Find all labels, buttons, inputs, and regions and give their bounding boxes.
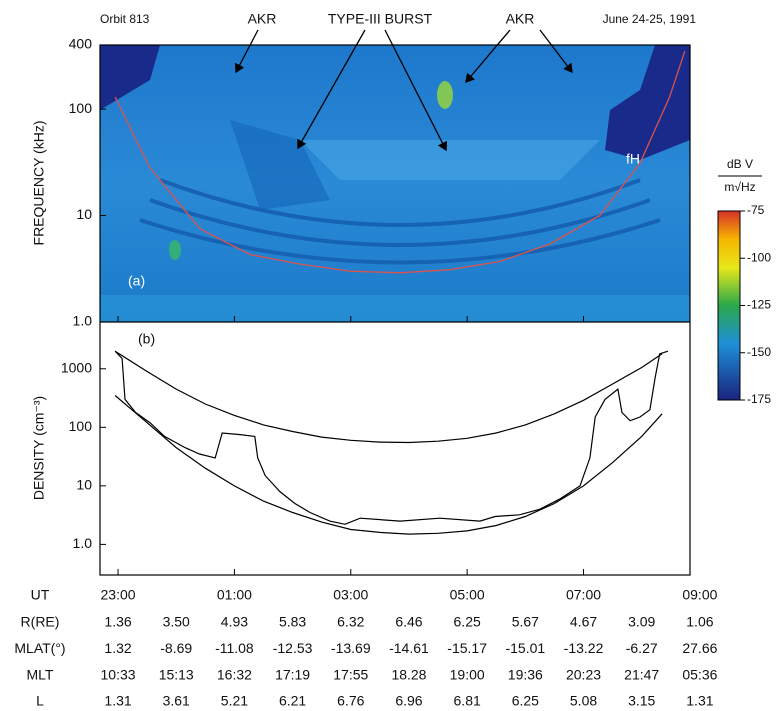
y-tick-label: 1.0 [73,535,93,551]
table-cell: 4.67 [570,614,597,630]
table-cell: -11.08 [215,640,254,656]
x-tick-label: 03:00 [333,587,368,603]
table-cell: 5.21 [221,693,248,709]
table-cell: 17:19 [275,666,310,682]
y-tick-label: 100 [69,418,93,434]
table-cell: 1.31 [104,693,131,709]
y-axis-label: FREQUENCY (kHz) [31,121,47,246]
table-cell: 3.50 [163,614,190,630]
table-cell: 6.32 [337,614,364,630]
table-cell: 4.93 [221,614,248,630]
table-cell: -8.69 [160,640,192,656]
table-cell: -13.69 [331,640,371,656]
table-cell: -14.61 [389,640,429,656]
row-label: UT [31,587,50,603]
y-tick-label: 10 [76,206,92,222]
panel-label: (b) [138,331,155,347]
annotation: AKR [506,11,535,27]
colorbar-label: dB V [727,157,753,171]
fh-line [114,50,686,274]
annotation: AKR [248,11,277,27]
annotation: TYPE-III BURST [328,11,433,27]
table-cell: -15.01 [505,640,545,656]
colorbar-tick-label: -150 [747,345,771,359]
y-tick-label: 100 [69,100,93,116]
plot-frame [99,44,691,576]
table-cell: 5.08 [570,693,597,709]
table-cell: -6.27 [626,640,658,656]
table-cell: 27.66 [682,640,717,656]
table-cell: 05:36 [682,666,717,682]
table-cell: 10:33 [101,666,136,682]
table-cell: 1.36 [104,614,131,630]
x-tick-label: 01:00 [217,587,252,603]
table-cell: 17:55 [333,666,368,682]
table-cell: -12.53 [273,640,313,656]
colorbar [717,210,741,401]
row-label: R(RE) [21,614,60,630]
table-cell: 21:47 [624,666,659,682]
table-cell: 16:32 [217,666,252,682]
density-line [114,350,669,525]
table-cell: 6.76 [337,693,364,709]
table-cell: 6.25 [512,693,539,709]
x-tick-label: 05:00 [450,587,485,603]
date-label: June 24-25, 1991 [603,12,697,26]
table-cell: 6.46 [395,614,422,630]
table-cell: 6.25 [454,614,481,630]
table-cell: 3.09 [628,614,655,630]
y-axis-label: DENSITY (cm⁻³) [31,396,47,500]
table-cell: 5.67 [512,614,539,630]
table-cell: -15.17 [447,640,487,656]
row-label: MLT [27,666,54,682]
spectrogram-image [100,45,690,322]
table-cell: 20:23 [566,666,601,682]
table-cell: 3.15 [628,693,655,709]
colorbar-label: m√Hz [724,180,755,194]
table-cell: 6.21 [279,693,306,709]
y-tick-label: 1000 [61,359,92,375]
x-tick-label: 07:00 [566,587,601,603]
orbit-label: Orbit 813 [100,12,150,26]
table-cell: 6.81 [454,693,481,709]
colorbar-tick-label: -175 [747,392,771,406]
density-line [114,395,663,535]
table-cell: 19:00 [450,666,485,682]
x-tick-label: 23:00 [101,587,136,603]
y-tick-label: 1.0 [73,313,93,329]
annotation-arrows [235,29,573,152]
table-cell: 1.32 [104,640,131,656]
density-line [114,350,663,444]
colorbar-tick-label: -125 [747,298,771,312]
table-cell: 19:36 [508,666,543,682]
table-cell: 18.28 [391,666,426,682]
table-cell: 5.83 [279,614,306,630]
table-cell: 3.61 [163,693,190,709]
table-cell: 1.06 [686,614,713,630]
fh-label: fH [626,151,640,167]
row-label: MLAT(°) [14,640,65,656]
y-tick-label: 400 [69,36,93,52]
panel-label: (a) [128,273,145,289]
y-tick-label: 10 [76,477,92,493]
table-cell: 1.31 [686,693,713,709]
table-cell: -13.22 [564,640,604,656]
row-label: L [36,693,44,709]
colorbar-tick-label: -100 [747,250,771,264]
table-cell: 15:13 [159,666,194,682]
table-cell: 6.96 [395,693,422,709]
colorbar-tick-label: -75 [747,203,765,217]
x-tick-label: 09:00 [682,587,717,603]
